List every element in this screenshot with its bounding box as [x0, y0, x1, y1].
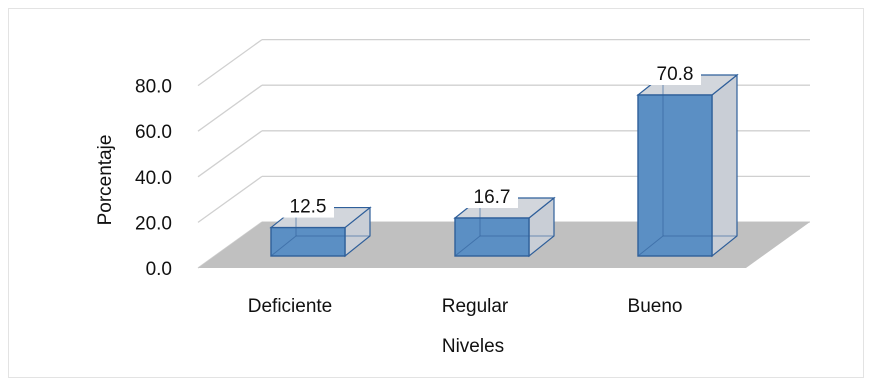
- y-tick-label: 80.0: [135, 77, 172, 98]
- y-tick-label: 60.0: [135, 122, 172, 143]
- bar-base-edge: [270, 235, 297, 257]
- x-category-label: Deficiente: [248, 296, 333, 317]
- x-category-label: Regular: [442, 296, 509, 317]
- data-label: 16.7: [474, 187, 511, 208]
- y-tick-label: 40.0: [135, 168, 172, 189]
- gridline-side: [197, 130, 263, 178]
- x-category-label: Bueno: [628, 296, 683, 317]
- data-label: 70.8: [657, 64, 694, 85]
- bar-base-edge: [454, 235, 481, 257]
- bar-front-face: [637, 94, 713, 257]
- data-labels: 12.5 16.7 70.8: [282, 61, 701, 218]
- y-axis-title: Porcentaje: [95, 135, 116, 226]
- y-axis-ticks: 0.0 20.0 40.0 60.0 80.0: [135, 77, 172, 280]
- data-label-bg: [649, 61, 701, 85]
- y-tick-label: 0.0: [146, 259, 172, 280]
- bars: [269, 73, 739, 258]
- bar-bueno: [636, 73, 739, 258]
- bar-base-edge: [637, 235, 664, 257]
- x-axis-categories: Deficiente Regular Bueno: [248, 296, 683, 317]
- data-label-bg: [466, 184, 518, 209]
- bar-side-face: [711, 73, 738, 258]
- gridline-side: [197, 39, 263, 87]
- x-axis-title: Niveles: [442, 336, 504, 357]
- data-label: 12.5: [290, 197, 327, 218]
- gridline-side: [197, 175, 263, 223]
- data-label-bg: [282, 193, 334, 218]
- y-tick-label: 20.0: [135, 213, 172, 234]
- bar-front-face: [270, 226, 346, 257]
- bar-front-face: [454, 217, 530, 257]
- gridline-side: [197, 84, 263, 132]
